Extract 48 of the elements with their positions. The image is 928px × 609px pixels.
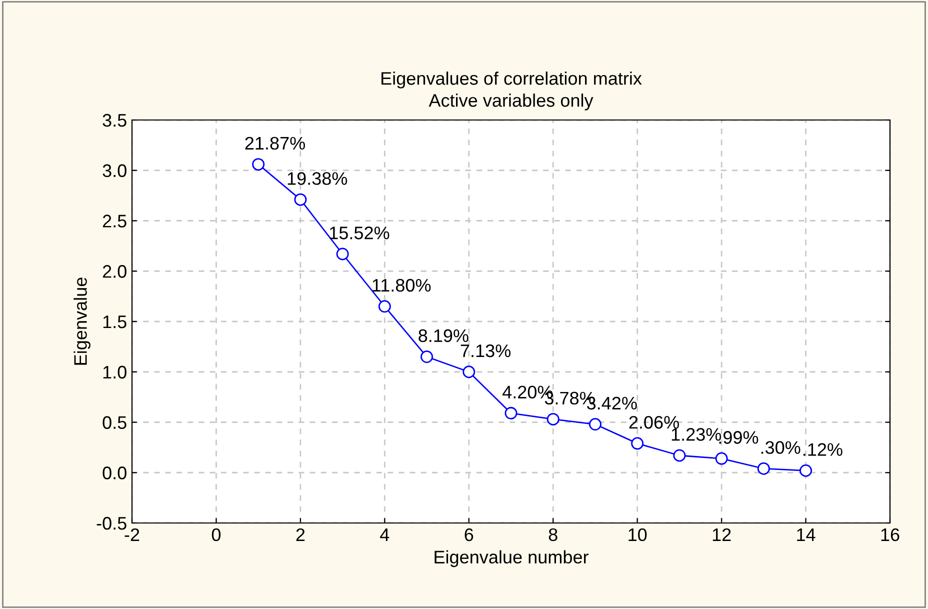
y-tick-label: 2.0 — [102, 265, 126, 278]
annotation: .99% — [719, 431, 758, 444]
annotation: 8.19% — [418, 329, 468, 342]
y-tick-label: -0.5 — [96, 516, 126, 530]
annotation: 2.06% — [629, 416, 679, 429]
x-tick-label: 6 — [464, 528, 474, 542]
annotation: .12% — [804, 443, 842, 456]
point — [673, 449, 686, 462]
annotation: 1.23% — [672, 428, 722, 441]
annotation: 11.80% — [372, 278, 431, 292]
y-tick-label: 1.0 — [103, 366, 126, 379]
point — [631, 437, 644, 450]
x-tick-label: 12 — [712, 528, 731, 541]
chart-subtitle: Active variables only — [428, 94, 594, 110]
y-tick-label: 0.5 — [102, 416, 126, 429]
point — [378, 300, 391, 313]
chart-title: Eigenvalues of correlation matrix — [382, 72, 642, 88]
x-axis-title: Eigenvalue number — [434, 550, 588, 568]
y-tick-label: 0.0 — [102, 466, 126, 480]
point — [588, 418, 602, 431]
x-tick-label: 0 — [212, 528, 221, 542]
point — [757, 462, 770, 475]
point — [336, 248, 349, 260]
point — [504, 406, 518, 420]
x-tick-label: 16 — [881, 528, 900, 542]
x-tick-label: 10 — [628, 528, 647, 542]
y-tick-label: 1.5 — [103, 316, 126, 328]
annotation: 7.13% — [460, 344, 511, 358]
y-axis-title: Eigenvalue — [74, 278, 90, 365]
point — [546, 412, 560, 426]
x-tick-label: 4 — [380, 528, 390, 541]
annotation: .30% — [761, 441, 800, 454]
point — [294, 193, 307, 206]
point — [252, 158, 265, 171]
point — [462, 366, 476, 378]
annotation: 21.87% — [245, 136, 305, 150]
point — [420, 350, 434, 364]
x-tick-label: 2 — [296, 528, 305, 541]
y-tick-label: 3.5 — [102, 114, 126, 127]
annotation: 15.52% — [330, 226, 390, 240]
y-tick-label: 3.0 — [102, 164, 126, 178]
point — [800, 464, 812, 477]
x-tick-label: 8 — [548, 528, 558, 542]
point — [715, 452, 728, 465]
x-tick-label: 14 — [797, 528, 816, 541]
y-tick-label: 2.5 — [102, 214, 126, 228]
x-tick-label: -2 — [124, 528, 140, 541]
annotation: 19.38% — [288, 172, 348, 185]
